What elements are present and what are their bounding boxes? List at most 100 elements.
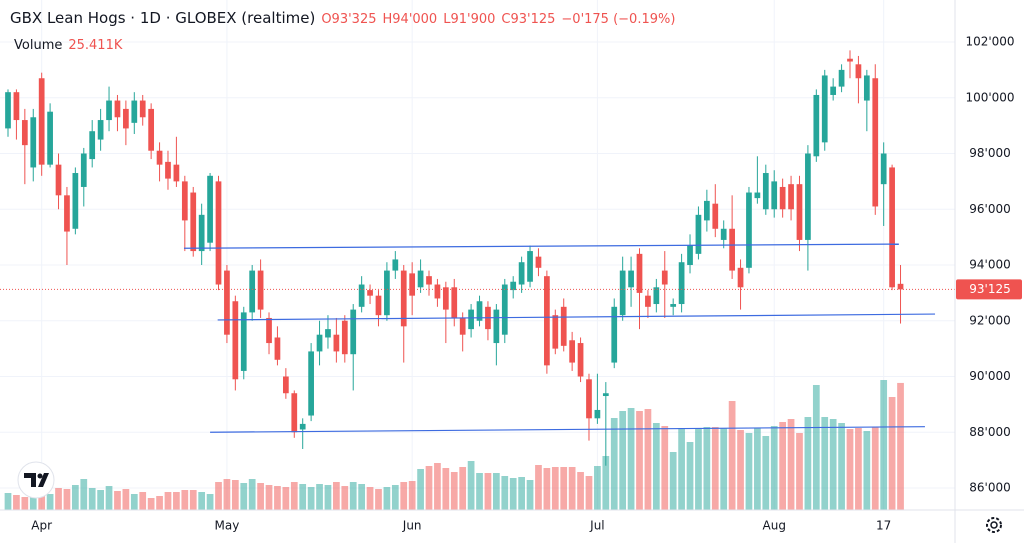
candle-body [602,393,609,397]
volume-bar [501,476,509,510]
candle-body [156,150,163,165]
candle-body [131,100,138,123]
volume-bar [417,469,424,510]
candle-body [409,273,416,296]
volume-bar [299,484,307,510]
ohlc-value: H94'000 [382,12,438,27]
volume-bar [46,494,54,510]
candle-body [114,100,121,118]
x-tick-label: Aug [763,519,786,533]
volume-bar [821,417,829,510]
candle-body [282,376,289,394]
volume-bar [779,422,787,510]
volume-bar [897,382,904,510]
candle-body [754,192,761,199]
candle-body [249,270,256,313]
x-tick-label: Jun [402,519,422,533]
candle-body [30,117,37,168]
volume-bar [560,467,568,510]
volume-bar [147,498,155,510]
candle-body [333,334,340,352]
volume-bar [189,490,197,510]
candle-body [569,340,576,363]
settings-icon[interactable] [986,517,1002,533]
x-tick-label: Jul [589,519,604,533]
volume-bar [248,479,256,510]
volume-bar [459,467,467,510]
volume-bar [290,482,298,510]
candle-body [80,153,87,187]
candle-body [872,78,879,207]
volume-bar [855,428,862,510]
volume-bar [594,466,601,510]
candle-body [291,393,298,433]
volume-bar [846,429,854,510]
x-tick-label: Apr [31,519,52,533]
volume-bar [745,433,753,510]
volume-bar [737,430,744,510]
candle-body [148,108,155,151]
candle-body [712,203,719,229]
volume-bar [492,473,500,510]
candle-body [266,317,272,344]
candle-body [417,270,424,288]
candle-body [139,100,146,118]
volume-bar [349,482,357,510]
candle-body [123,108,129,129]
candle-body [586,379,592,419]
y-tick-label: 86'000 [969,481,1010,495]
candle-body [400,270,407,327]
candle-body [645,295,651,307]
candle-body [190,192,197,252]
candle-body [889,167,895,288]
candle-body [442,287,449,310]
candle-body [493,309,500,344]
candle-body [847,58,853,62]
candle-body [21,120,28,146]
volume-bar [282,487,290,510]
candle-body [451,287,458,318]
volume-bar [156,496,163,510]
volume-bar [526,480,534,510]
volume-bar [652,423,660,510]
volume-bar [4,493,12,510]
candle-body [838,69,845,87]
volume-bar [610,418,618,510]
volume-bar [425,466,433,510]
candle-body [771,181,778,210]
candle-body [375,295,382,316]
volume-bar [223,479,231,510]
volume-bar [206,494,214,510]
volume-bar [669,452,677,510]
trend-line [217,313,936,321]
volume-bar [535,465,542,510]
volume-bar [551,467,559,510]
candle-body [687,245,693,266]
candle-body [384,270,390,316]
volume-bar [871,427,879,510]
candle-body [38,78,45,165]
candle-body [468,309,474,330]
volume-bar [619,411,627,510]
candle-body [821,75,828,143]
volume-legend: Volume 25.411K [14,38,122,53]
volume-bar [38,488,46,510]
candle-body [5,92,11,129]
candle-body [746,192,752,268]
volume-bar [728,401,736,510]
volume-bar [450,472,458,510]
volume-bar [231,480,239,510]
candle-body [501,284,508,335]
candle-body [518,262,525,285]
volume-bar [695,428,702,510]
volume-label: Volume [14,38,63,53]
volume-bar [543,468,551,510]
candle-body [720,228,727,240]
y-tick-label: 92'000 [969,313,1010,327]
volume-bar [80,479,88,510]
volume-bar [139,492,147,510]
candle-body [527,251,533,282]
candle-body [173,164,180,182]
volume-bar [442,468,450,510]
candle-body [813,94,820,157]
